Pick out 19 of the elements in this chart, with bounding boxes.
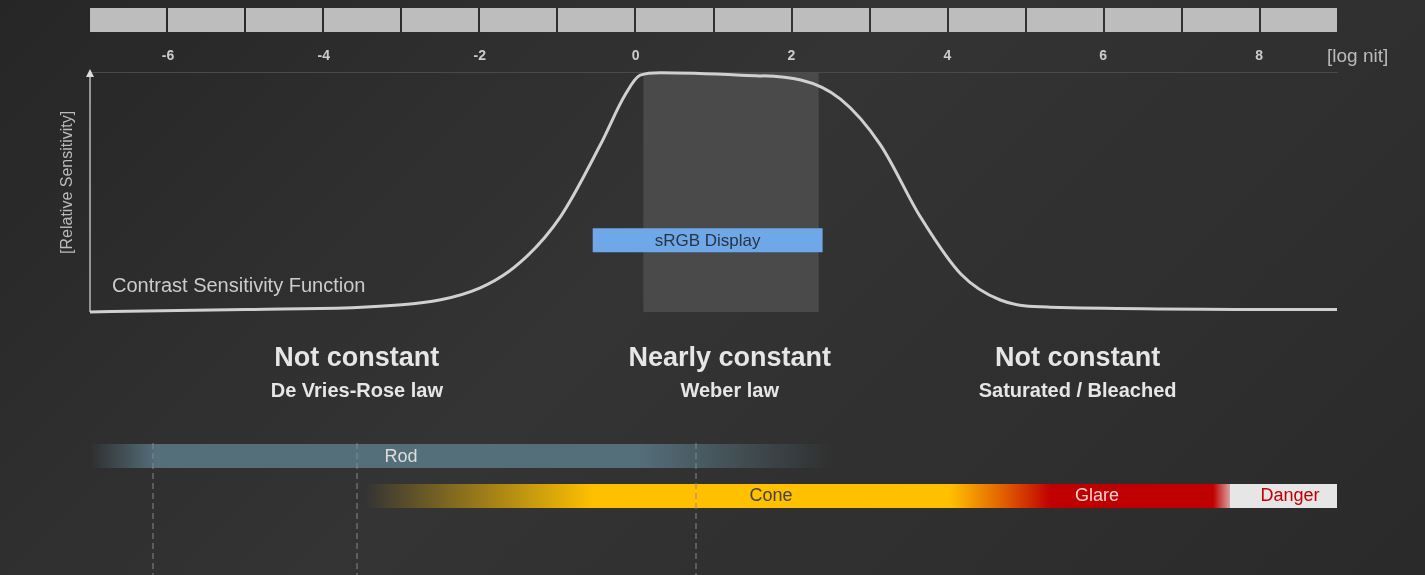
x-tick-label: 4 [943,47,952,64]
band-label: sRGB Display [654,230,762,250]
x-tick-label: -4 [317,47,331,64]
x-tick-label: 0 [631,47,640,64]
annotation: Contrast Sensitivity Function [112,273,366,296]
text: Not constant Saturated / Bleached [978,342,1177,402]
text: Nearly constant Weber law [628,342,831,402]
x-tick-label: -2 [473,47,487,64]
y-axis-title: [Relative Sensitivity] [58,110,76,254]
x-axis-title: [log nit] [1327,44,1389,66]
x-tick-label: -6 [161,47,175,64]
text: Danger [1260,484,1320,505]
text: Glare [1074,484,1120,505]
x-tick-label: 2 [787,47,796,64]
x-tick-label: 8 [1255,47,1264,64]
text: Cone [749,484,793,505]
text: Rod [384,445,418,466]
x-tick-label: 6 [1099,47,1108,64]
text: Not constant De Vries-Rose law [270,342,444,402]
